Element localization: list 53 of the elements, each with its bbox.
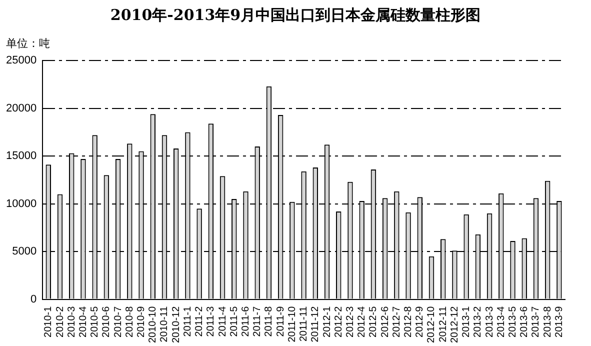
x-tick-label: 2013-9 [554,306,565,338]
x-tick-label: 2012-8 [403,306,414,338]
chart-title: 2010年-2013年9月中国出口到日本金属硅数量柱形图 [109,6,482,25]
x-tick-label: 2010-6 [101,306,112,338]
x-tick-label: 2011-1 [182,306,194,337]
y-tick-label: 15000 [6,150,37,162]
x-tick-label: 2010-11 [159,306,170,342]
x-tick-label: 2011-7 [252,306,264,337]
x-tick-label: 2013-4 [496,306,507,338]
x-tick-label: 2011-11 [298,306,310,342]
x-tick-label: 2011-5 [228,306,240,337]
x-tick-label: 2011-10 [286,306,298,342]
x-tick-label: 2011-12 [310,306,322,342]
x-tick-label: 2010-1 [43,306,54,338]
x-tick-label: 2013-8 [542,306,554,338]
x-tick-label: 2013-1 [461,306,472,338]
x-tick-label: 2012-1 [322,306,333,338]
x-tick-label: 2012-11 [438,306,449,342]
x-tick-label: 2010-5 [90,306,101,338]
x-tick-label: 2013-3 [484,306,496,338]
x-tick-label: 2012-12 [449,306,460,344]
y-tick-label: 25000 [6,54,37,67]
x-tick-label: 2012-4 [356,306,368,338]
x-tick-label: 2012-2 [333,306,344,338]
x-tick-label: 2012-7 [391,306,402,338]
text: 单位：吨 [6,36,50,51]
x-tick-label: 2011-4 [217,306,228,337]
x-tick-label: 2012-5 [368,306,380,338]
x-tick-label: 2011-3 [206,306,217,337]
x-tick-label: 2013-7 [530,306,542,338]
x-tick-label: 2012-9 [414,306,426,338]
x-tick-label: 2011-9 [275,306,286,337]
x-tick-label: 2010-3 [66,306,78,338]
x-tick-label: 2010-2 [54,306,66,338]
y-tick-label: 0 [30,293,37,306]
x-tick-label: 2010-12 [170,306,182,344]
x-tick-label: 2012-10 [426,306,438,344]
x-tick-label: 2010-10 [148,306,159,344]
x-tick-label: 2010-7 [112,306,124,338]
x-tick-label: 2010-8 [124,306,136,338]
x-tick-label: 2010-4 [78,306,89,338]
y-tick-label: 10000 [6,198,37,210]
x-tick-label: 2011-2 [194,306,206,337]
x-tick-label: 2013-2 [472,306,484,338]
y-tick-label: 20000 [6,102,37,114]
x-tick-label: 2012-3 [344,306,356,338]
x-tick-label: 2013-5 [508,306,519,338]
y-tick-label: 5000 [12,246,37,258]
x-tick-label: 2013-6 [519,306,530,338]
x-tick-label: 2011-8 [264,306,275,337]
x-tick-label: 2011-6 [240,306,252,337]
x-tick-label: 2012-6 [380,306,391,338]
x-tick-label: 2010-9 [136,306,148,338]
